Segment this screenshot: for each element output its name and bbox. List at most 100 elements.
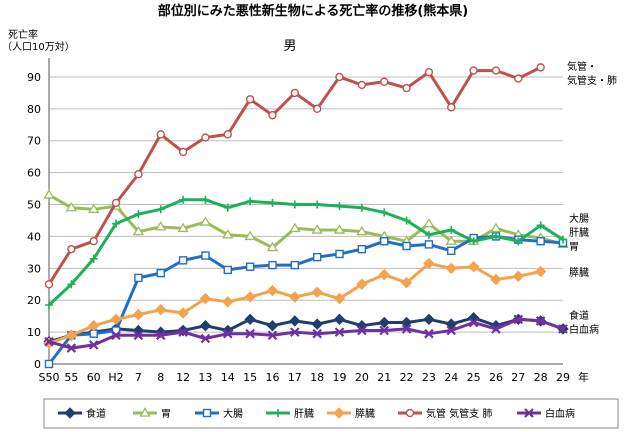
data-point xyxy=(266,241,279,252)
data-point xyxy=(379,325,389,336)
y-tick-label: 90 xyxy=(27,71,41,84)
data-point xyxy=(110,313,122,326)
data-point xyxy=(423,313,435,326)
x-tick-label: 13 xyxy=(198,371,212,384)
data-point xyxy=(67,280,76,289)
data-point xyxy=(335,72,344,82)
data-point xyxy=(357,80,367,90)
data-point xyxy=(87,320,100,332)
data-point xyxy=(402,241,411,251)
series-6 xyxy=(44,314,568,353)
data-point xyxy=(266,284,279,297)
chart-title: 部位別にみた悪性新生物による死亡率の推移(熊本県) xyxy=(158,3,469,19)
series-4 xyxy=(43,257,547,349)
legend-item: 大腸 xyxy=(195,407,243,420)
data-point xyxy=(491,232,500,241)
legend: 食道 胃 大腸 肝臓 膵臓 気管 気管支 肺 白血病 xyxy=(58,407,575,420)
data-point xyxy=(311,318,323,330)
end-label-esophagus: 食道 xyxy=(569,309,589,322)
series-line xyxy=(48,317,564,350)
x-tick-label: 17 xyxy=(288,371,302,384)
data-point xyxy=(290,260,300,270)
data-point xyxy=(67,244,76,254)
x-tick-label: 20 xyxy=(355,371,369,384)
data-point xyxy=(356,278,368,290)
data-point xyxy=(43,189,55,199)
chart-subtitle: 男 xyxy=(283,39,296,54)
data-point xyxy=(402,83,411,93)
data-point xyxy=(447,103,456,112)
data-point xyxy=(111,198,121,208)
data-point xyxy=(201,133,210,142)
data-point xyxy=(199,292,212,305)
data-point xyxy=(88,203,100,213)
data-point xyxy=(559,235,567,244)
data-point xyxy=(357,325,367,336)
data-point xyxy=(245,328,255,339)
data-point xyxy=(447,246,456,255)
legend-item: 胃 xyxy=(133,407,171,420)
legend-marker xyxy=(274,409,282,417)
data-point xyxy=(333,313,346,326)
legend-label: 肝臓 xyxy=(294,408,314,420)
data-point xyxy=(88,340,99,350)
x-tick-label: 7 xyxy=(135,371,142,384)
x-tick-label: 18 xyxy=(310,371,324,384)
y-tick-label: 0 xyxy=(34,358,41,371)
data-point xyxy=(334,327,345,337)
end-labels: 気管・ 気管支・肺 大腸 肝臓 胃 膵臓 食道 白血病 xyxy=(567,60,617,336)
legend-item: 肝臓 xyxy=(266,408,314,420)
end-label-stomach: 胃 xyxy=(569,241,579,253)
series-group xyxy=(43,63,569,369)
legend-item: 膵臓 xyxy=(327,407,375,420)
end-label-lung-1: 気管・ xyxy=(567,60,597,73)
y-axis-label-unit: （人口10万対） xyxy=(2,40,75,53)
legend-label: 膵臓 xyxy=(355,408,375,420)
legend-marker xyxy=(405,408,415,418)
data-point xyxy=(311,286,323,298)
x-tick-label: 16 xyxy=(265,371,279,384)
data-point xyxy=(402,216,411,225)
data-point xyxy=(65,329,78,342)
data-point xyxy=(179,195,188,204)
legend-marker xyxy=(333,407,345,419)
data-point xyxy=(155,221,167,231)
data-point xyxy=(223,328,233,339)
data-point xyxy=(290,88,300,98)
data-point xyxy=(156,268,165,278)
y-tick-labels: 0 10 20 30 40 50 60 70 80 90 xyxy=(27,71,41,371)
data-point xyxy=(223,203,232,212)
data-point xyxy=(199,320,212,332)
legend-marker xyxy=(64,407,76,419)
data-point xyxy=(534,265,547,278)
data-point xyxy=(289,222,301,233)
data-point xyxy=(134,273,143,283)
series-line xyxy=(48,316,564,344)
x-tick-label: 25 xyxy=(467,371,481,384)
legend-item: 白血病 xyxy=(517,407,575,420)
data-point xyxy=(490,273,502,286)
data-point xyxy=(111,330,121,341)
data-point xyxy=(45,300,53,309)
data-point xyxy=(178,327,188,337)
data-point xyxy=(514,74,523,83)
x-tick-label: 27 xyxy=(511,371,525,384)
legend-label: 気管 気管支 肺 xyxy=(426,407,492,420)
y-tick-label: 10 xyxy=(27,326,41,339)
data-point xyxy=(356,225,368,236)
series-5 xyxy=(44,63,545,289)
data-point xyxy=(490,222,502,233)
data-point xyxy=(89,237,98,246)
data-point xyxy=(535,316,546,326)
data-point xyxy=(44,359,54,369)
data-point xyxy=(65,201,77,212)
data-point xyxy=(445,235,457,245)
y-tick-label: 50 xyxy=(27,199,41,212)
data-point xyxy=(290,327,300,337)
data-point xyxy=(333,292,346,305)
data-point xyxy=(424,240,434,249)
legend-marker xyxy=(524,408,534,418)
series-3 xyxy=(45,195,567,309)
data-point xyxy=(357,203,366,212)
data-point xyxy=(491,324,501,334)
